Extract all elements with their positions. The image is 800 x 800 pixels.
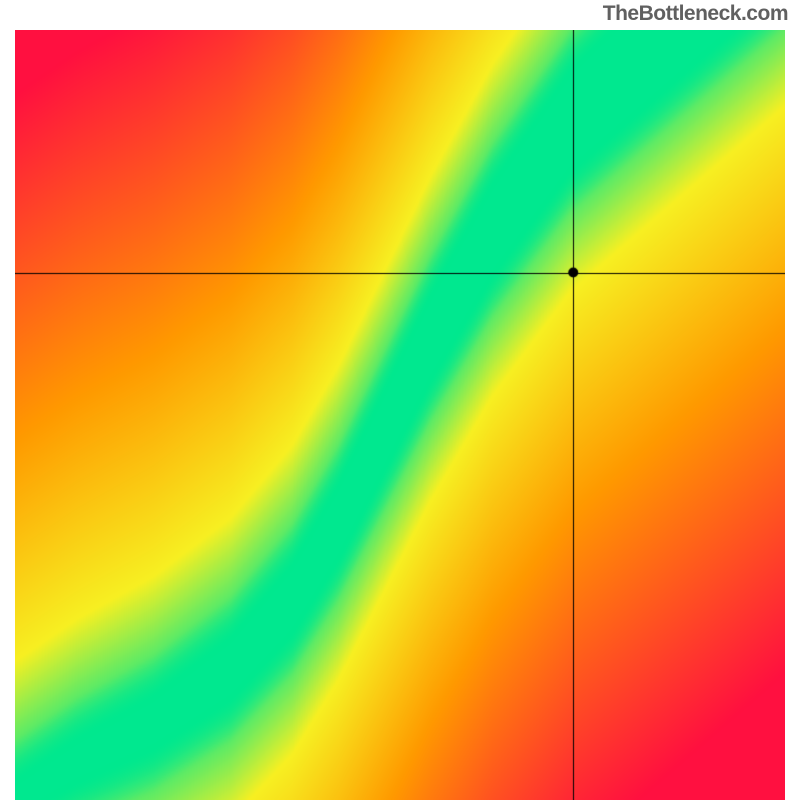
heatmap-canvas	[15, 30, 785, 800]
heatmap-plot	[15, 30, 785, 800]
watermark-text: TheBottleneck.com	[603, 2, 788, 26]
